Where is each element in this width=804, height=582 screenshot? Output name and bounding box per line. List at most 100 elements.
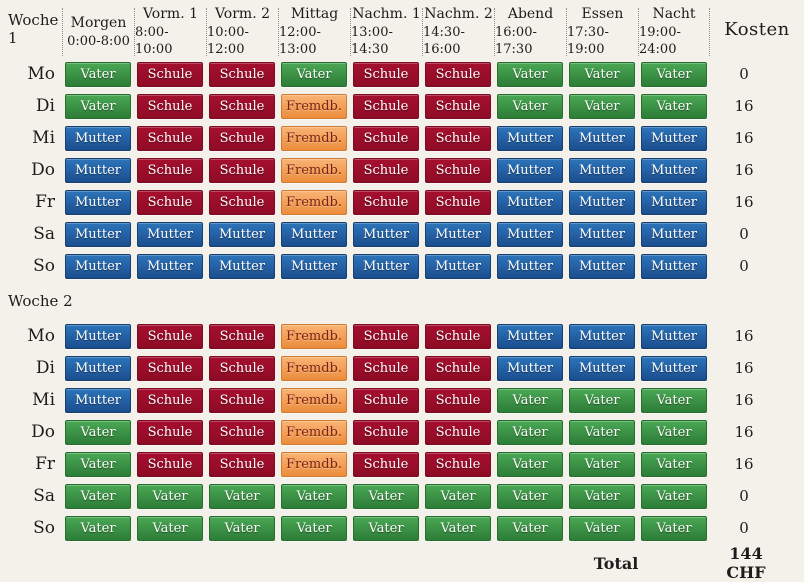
schedule-cell-fremdb[interactable]: Fremdb. xyxy=(281,355,347,381)
schedule-cell-vater[interactable]: Vater xyxy=(65,451,131,477)
schedule-cell-vater[interactable]: Vater xyxy=(569,93,635,119)
schedule-cell-fremdb[interactable]: Fremdb. xyxy=(281,419,347,445)
schedule-cell-schule[interactable]: Schule xyxy=(137,125,203,151)
schedule-cell-schule[interactable]: Schule xyxy=(353,387,419,413)
schedule-cell-schule[interactable]: Schule xyxy=(209,419,275,445)
schedule-cell-vater[interactable]: Vater xyxy=(281,483,347,509)
schedule-cell-vater[interactable]: Vater xyxy=(641,515,707,541)
schedule-cell-mutter[interactable]: Mutter xyxy=(569,125,635,151)
schedule-cell-schule[interactable]: Schule xyxy=(209,451,275,477)
schedule-cell-mutter[interactable]: Mutter xyxy=(641,189,707,215)
schedule-cell-mutter[interactable]: Mutter xyxy=(497,221,563,247)
schedule-cell-mutter[interactable]: Mutter xyxy=(65,253,131,279)
schedule-cell-vater[interactable]: Vater xyxy=(137,483,203,509)
schedule-cell-schule[interactable]: Schule xyxy=(209,355,275,381)
schedule-cell-schule[interactable]: Schule xyxy=(209,387,275,413)
schedule-cell-schule[interactable]: Schule xyxy=(425,157,491,183)
schedule-cell-vater[interactable]: Vater xyxy=(65,515,131,541)
schedule-cell-vater[interactable]: Vater xyxy=(497,61,563,87)
schedule-cell-mutter[interactable]: Mutter xyxy=(65,221,131,247)
schedule-cell-vater[interactable]: Vater xyxy=(65,483,131,509)
schedule-cell-mutter[interactable]: Mutter xyxy=(497,157,563,183)
schedule-cell-schule[interactable]: Schule xyxy=(353,189,419,215)
schedule-cell-schule[interactable]: Schule xyxy=(353,61,419,87)
schedule-cell-mutter[interactable]: Mutter xyxy=(281,221,347,247)
schedule-cell-fremdb[interactable]: Fremdb. xyxy=(281,93,347,119)
schedule-cell-mutter[interactable]: Mutter xyxy=(353,221,419,247)
schedule-cell-schule[interactable]: Schule xyxy=(137,157,203,183)
schedule-cell-schule[interactable]: Schule xyxy=(425,451,491,477)
schedule-cell-vater[interactable]: Vater xyxy=(281,515,347,541)
schedule-cell-mutter[interactable]: Mutter xyxy=(65,355,131,381)
schedule-cell-vater[interactable]: Vater xyxy=(65,61,131,87)
schedule-cell-schule[interactable]: Schule xyxy=(209,61,275,87)
schedule-cell-vater[interactable]: Vater xyxy=(137,515,203,541)
schedule-cell-schule[interactable]: Schule xyxy=(209,189,275,215)
schedule-cell-mutter[interactable]: Mutter xyxy=(641,253,707,279)
schedule-cell-schule[interactable]: Schule xyxy=(353,125,419,151)
schedule-cell-mutter[interactable]: Mutter xyxy=(497,125,563,151)
schedule-cell-fremdb[interactable]: Fremdb. xyxy=(281,387,347,413)
schedule-cell-mutter[interactable]: Mutter xyxy=(569,221,635,247)
schedule-cell-vater[interactable]: Vater xyxy=(497,451,563,477)
schedule-cell-vater[interactable]: Vater xyxy=(497,515,563,541)
schedule-cell-vater[interactable]: Vater xyxy=(641,419,707,445)
schedule-cell-vater[interactable]: Vater xyxy=(353,483,419,509)
schedule-cell-vater[interactable]: Vater xyxy=(569,515,635,541)
schedule-cell-schule[interactable]: Schule xyxy=(137,93,203,119)
schedule-cell-schule[interactable]: Schule xyxy=(353,93,419,119)
schedule-cell-vater[interactable]: Vater xyxy=(641,61,707,87)
schedule-cell-vater[interactable]: Vater xyxy=(497,419,563,445)
schedule-cell-mutter[interactable]: Mutter xyxy=(425,221,491,247)
schedule-cell-vater[interactable]: Vater xyxy=(497,387,563,413)
schedule-cell-vater[interactable]: Vater xyxy=(281,61,347,87)
schedule-cell-schule[interactable]: Schule xyxy=(137,355,203,381)
schedule-cell-schule[interactable]: Schule xyxy=(137,61,203,87)
schedule-cell-mutter[interactable]: Mutter xyxy=(425,253,491,279)
schedule-cell-vater[interactable]: Vater xyxy=(641,387,707,413)
schedule-cell-vater[interactable]: Vater xyxy=(209,515,275,541)
schedule-cell-mutter[interactable]: Mutter xyxy=(569,355,635,381)
schedule-cell-vater[interactable]: Vater xyxy=(209,483,275,509)
schedule-cell-mutter[interactable]: Mutter xyxy=(641,157,707,183)
schedule-cell-mutter[interactable]: Mutter xyxy=(569,157,635,183)
schedule-cell-schule[interactable]: Schule xyxy=(209,157,275,183)
schedule-cell-schule[interactable]: Schule xyxy=(353,323,419,349)
schedule-cell-schule[interactable]: Schule xyxy=(425,189,491,215)
schedule-cell-vater[interactable]: Vater xyxy=(641,483,707,509)
schedule-cell-mutter[interactable]: Mutter xyxy=(569,253,635,279)
schedule-cell-schule[interactable]: Schule xyxy=(353,157,419,183)
schedule-cell-mutter[interactable]: Mutter xyxy=(569,189,635,215)
schedule-cell-vater[interactable]: Vater xyxy=(497,483,563,509)
schedule-cell-vater[interactable]: Vater xyxy=(569,387,635,413)
schedule-cell-fremdb[interactable]: Fremdb. xyxy=(281,125,347,151)
schedule-cell-fremdb[interactable]: Fremdb. xyxy=(281,189,347,215)
schedule-cell-vater[interactable]: Vater xyxy=(425,515,491,541)
schedule-cell-mutter[interactable]: Mutter xyxy=(497,355,563,381)
schedule-cell-mutter[interactable]: Mutter xyxy=(209,253,275,279)
schedule-cell-schule[interactable]: Schule xyxy=(425,125,491,151)
schedule-cell-schule[interactable]: Schule xyxy=(137,451,203,477)
schedule-cell-vater[interactable]: Vater xyxy=(641,93,707,119)
schedule-cell-schule[interactable]: Schule xyxy=(425,419,491,445)
schedule-cell-vater[interactable]: Vater xyxy=(497,93,563,119)
schedule-cell-mutter[interactable]: Mutter xyxy=(641,355,707,381)
schedule-cell-mutter[interactable]: Mutter xyxy=(641,221,707,247)
schedule-cell-mutter[interactable]: Mutter xyxy=(281,253,347,279)
schedule-cell-mutter[interactable]: Mutter xyxy=(65,323,131,349)
schedule-cell-schule[interactable]: Schule xyxy=(209,93,275,119)
schedule-cell-schule[interactable]: Schule xyxy=(353,451,419,477)
schedule-cell-schule[interactable]: Schule xyxy=(137,189,203,215)
schedule-cell-mutter[interactable]: Mutter xyxy=(353,253,419,279)
schedule-cell-mutter[interactable]: Mutter xyxy=(65,125,131,151)
schedule-cell-mutter[interactable]: Mutter xyxy=(65,157,131,183)
schedule-cell-schule[interactable]: Schule xyxy=(425,387,491,413)
schedule-cell-vater[interactable]: Vater xyxy=(425,483,491,509)
schedule-cell-mutter[interactable]: Mutter xyxy=(65,387,131,413)
schedule-cell-vater[interactable]: Vater xyxy=(353,515,419,541)
schedule-cell-fremdb[interactable]: Fremdb. xyxy=(281,451,347,477)
schedule-cell-mutter[interactable]: Mutter xyxy=(65,189,131,215)
schedule-cell-fremdb[interactable]: Fremdb. xyxy=(281,157,347,183)
schedule-cell-vater[interactable]: Vater xyxy=(65,419,131,445)
schedule-cell-schule[interactable]: Schule xyxy=(209,125,275,151)
